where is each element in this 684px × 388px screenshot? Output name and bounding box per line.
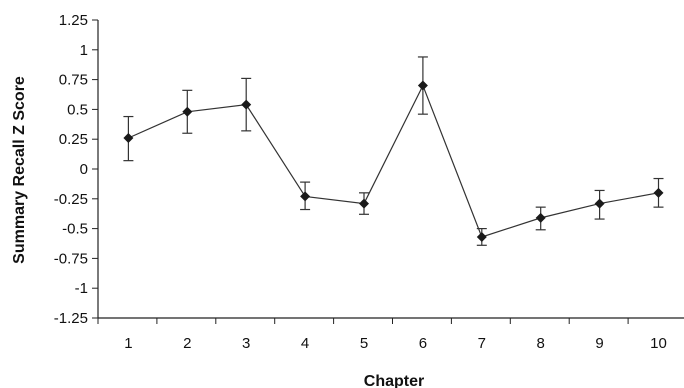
y-tick-label: 1.25 — [59, 12, 88, 29]
y-tick-label: 0.5 — [67, 101, 88, 118]
data-point — [300, 191, 311, 202]
x-tick-label: 9 — [595, 335, 603, 352]
data-point — [594, 198, 605, 209]
x-tick-label: 4 — [301, 335, 309, 352]
y-tick-label: -0.75 — [54, 250, 88, 267]
x-tick-label: 6 — [419, 335, 427, 352]
y-tick-label: -1.25 — [54, 310, 88, 327]
x-tick-label: 7 — [478, 335, 486, 352]
y-axis-title: Summary Recall Z Score — [11, 76, 28, 264]
x-tick-label: 1 — [124, 335, 132, 352]
data-point — [476, 231, 487, 242]
y-tick-label: -0.25 — [54, 191, 88, 208]
y-tick-label: 1 — [80, 42, 88, 59]
series-line — [128, 84, 659, 238]
y-tick-label: -0.5 — [62, 221, 88, 238]
data-point — [535, 212, 546, 223]
y-tick-label: 0 — [80, 161, 88, 178]
error-bars — [123, 56, 664, 246]
y-tick-label: 0.25 — [59, 131, 88, 148]
y-axis-ticks: 1.25 1 0.75 0.5 0.25 0 -0.25 -0.5 -0.75 -1 -1.25 — [54, 12, 98, 327]
x-tick-label: 3 — [242, 335, 250, 352]
x-tick-label: 5 — [360, 335, 368, 352]
y-tick-label: -1 — [75, 280, 88, 297]
y-tick-label: 0.75 — [59, 72, 88, 89]
data-point — [417, 80, 428, 91]
data-series — [123, 80, 664, 242]
x-tick-label: 8 — [537, 335, 545, 352]
data-point — [359, 198, 369, 209]
x-axis-ticks: 1 2 3 4 5 6 7 8 9 10 — [97, 318, 667, 352]
data-point — [653, 187, 664, 198]
x-axis-title: Chapter — [364, 373, 424, 388]
axes — [97, 20, 684, 319]
data-point — [123, 133, 134, 144]
data-point — [182, 106, 193, 117]
x-tick-label: 2 — [183, 335, 191, 352]
x-tick-label: 10 — [650, 335, 667, 352]
data-point — [241, 99, 252, 110]
